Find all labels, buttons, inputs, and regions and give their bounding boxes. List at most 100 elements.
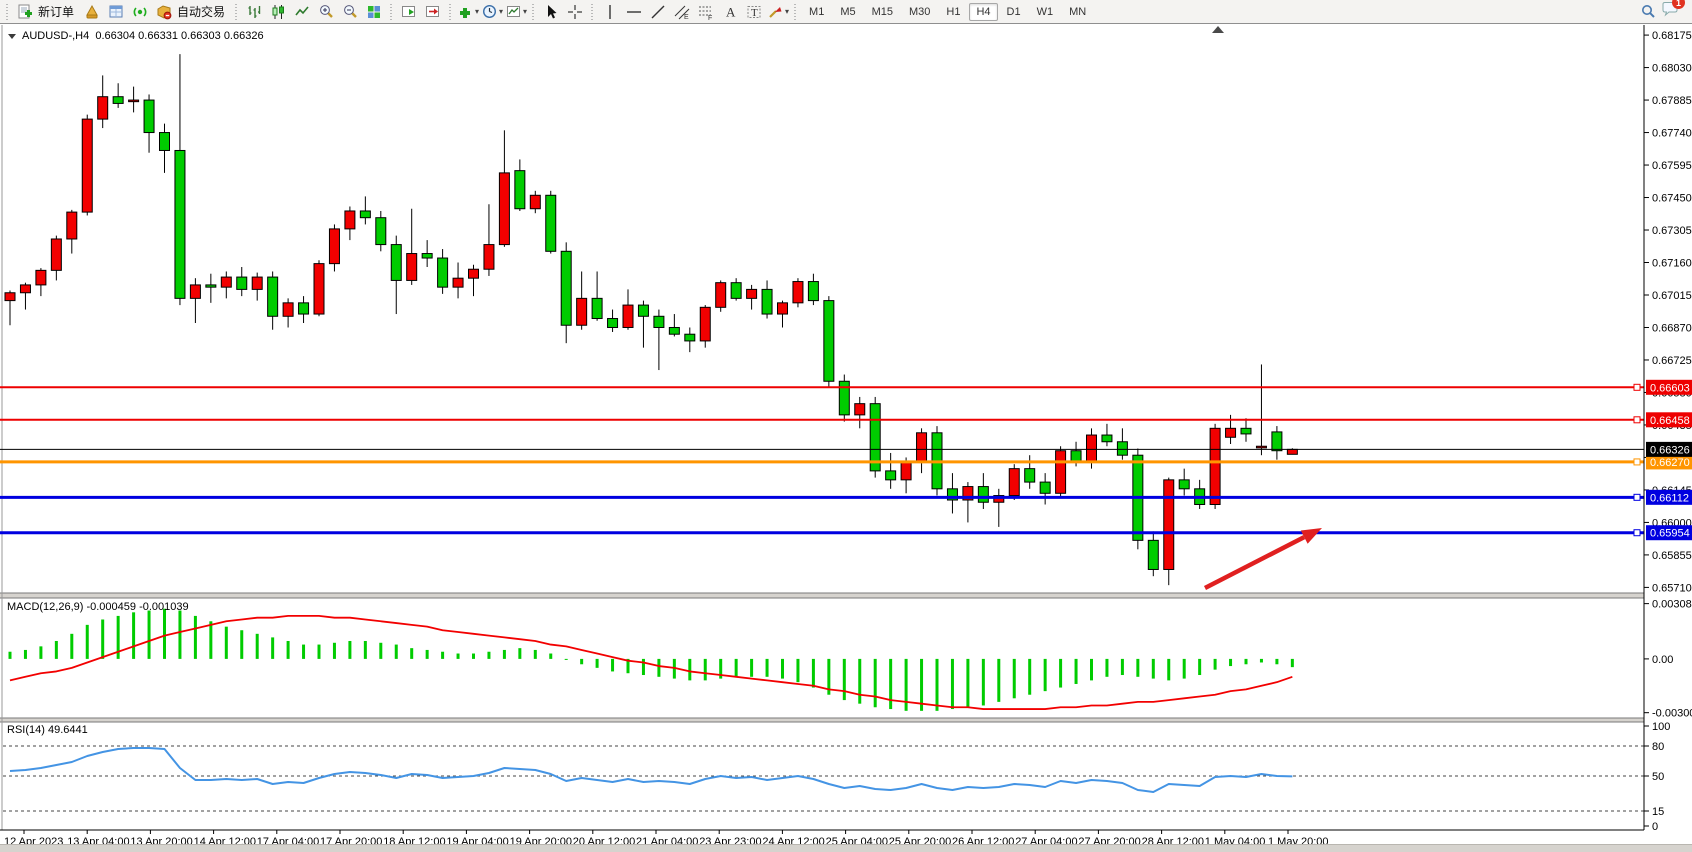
tab-timeframe-w1[interactable]: W1 bbox=[1036, 5, 1054, 18]
price-tag-0.65954: 0.65954 bbox=[1646, 525, 1692, 541]
toolbar-grip[interactable] bbox=[793, 3, 799, 20]
hline-object-0.66603[interactable] bbox=[0, 383, 1644, 391]
text-label-tool-icon[interactable]: T bbox=[742, 1, 766, 23]
arrow-annotation[interactable] bbox=[1203, 528, 1322, 591]
toolbar-grip[interactable] bbox=[234, 3, 240, 20]
periods-clock-button[interactable]: ▾ bbox=[480, 1, 504, 23]
notifications-button[interactable]: 1 bbox=[1660, 0, 1685, 23]
zoom-out-icon[interactable] bbox=[338, 1, 362, 23]
macd-indicator-label: MACD(12,26,9) -0.000459 -0.001039 bbox=[7, 601, 189, 613]
svg-text:F: F bbox=[708, 15, 712, 21]
notification-badge: 1 bbox=[1672, 0, 1685, 9]
chart-shift-marker[interactable] bbox=[1212, 26, 1224, 33]
tab-timeframe-m5[interactable]: M5 bbox=[840, 5, 856, 18]
tab-timeframe-mn[interactable]: MN bbox=[1069, 5, 1087, 18]
hline-object-0.65954[interactable] bbox=[0, 529, 1644, 537]
equidistant-channel-tool-icon[interactable]: E bbox=[670, 1, 694, 23]
toolbar-grip[interactable] bbox=[389, 3, 395, 20]
hline-object-0.66270[interactable] bbox=[0, 458, 1644, 466]
svg-text:0.65710: 0.65710 bbox=[1652, 582, 1692, 594]
svg-text:E: E bbox=[684, 14, 689, 21]
tab-timeframe-m1[interactable]: M1 bbox=[809, 5, 825, 18]
trendline-tool-icon[interactable] bbox=[646, 1, 670, 23]
chart-menu-arrow-icon[interactable] bbox=[8, 33, 16, 39]
svg-text:0.66870: 0.66870 bbox=[1652, 322, 1692, 334]
add-indicator-button[interactable]: ▾ bbox=[456, 1, 480, 23]
toolbar-grip[interactable] bbox=[531, 3, 537, 20]
bar-chart-type-icon[interactable] bbox=[242, 1, 266, 23]
hline-object-0.66458[interactable] bbox=[0, 416, 1644, 424]
signal-broadcast-icon[interactable] bbox=[128, 1, 152, 23]
pane-separator[interactable] bbox=[0, 718, 1644, 722]
tile-windows-icon[interactable] bbox=[362, 1, 386, 23]
auto-trading-label[interactable]: 自动交易 bbox=[177, 5, 226, 19]
price-tag-0.66112: 0.66112 bbox=[1646, 489, 1692, 505]
svg-text:0.67740: 0.67740 bbox=[1652, 128, 1692, 140]
zoom-in-icon[interactable] bbox=[314, 1, 338, 23]
arrows-tool-button[interactable]: ▾ bbox=[766, 1, 790, 23]
line-chart-type-icon[interactable] bbox=[290, 1, 314, 23]
toolbar-grip[interactable] bbox=[5, 3, 10, 20]
horizontal-line-tool-icon[interactable] bbox=[622, 1, 646, 23]
auto-scroll-icon[interactable] bbox=[397, 1, 421, 23]
templates-button[interactable]: ▾ bbox=[504, 1, 528, 23]
chart-symbol: AUDUSD-,H4 bbox=[22, 30, 90, 42]
svg-text:T: T bbox=[751, 7, 758, 19]
chart-shift-icon[interactable] bbox=[421, 1, 445, 23]
tab-timeframe-m15[interactable]: M15 bbox=[871, 5, 893, 18]
tab-timeframe-m30[interactable]: M30 bbox=[909, 5, 931, 18]
rsi-pane bbox=[3, 745, 1644, 812]
hline-object-0.66112[interactable] bbox=[0, 493, 1644, 501]
new-order-label[interactable]: 新订单 bbox=[38, 5, 75, 19]
candles-layer bbox=[4, 54, 1298, 586]
candlestick-chart-type-icon[interactable] bbox=[266, 1, 290, 23]
price-tag-0.66458: 0.66458 bbox=[1646, 412, 1692, 428]
rsi-indicator-label: RSI(14) 49.6441 bbox=[7, 724, 88, 736]
svg-text:0.67450: 0.67450 bbox=[1652, 193, 1692, 205]
tab-timeframe-h4[interactable]: H4 bbox=[969, 2, 998, 21]
svg-text:0.66270: 0.66270 bbox=[1650, 457, 1690, 469]
chart-ohlc: 0.66304 0.66331 0.66303 0.66326 bbox=[95, 30, 264, 42]
svg-text:A: A bbox=[726, 4, 736, 19]
toolbar-grip[interactable] bbox=[448, 3, 454, 20]
dropdown-caret-icon: ▾ bbox=[475, 7, 480, 16]
svg-text:0.66725: 0.66725 bbox=[1652, 355, 1692, 367]
macd-signal-line bbox=[9, 615, 1293, 710]
price-tag-0.66603: 0.66603 bbox=[1646, 379, 1692, 395]
svg-text:0.68030: 0.68030 bbox=[1652, 63, 1692, 75]
chart-title: AUDUSD-,H4 0.66304 0.66331 0.66303 0.663… bbox=[8, 30, 264, 42]
data-window-icon[interactable] bbox=[104, 1, 128, 23]
svg-text:0.65855: 0.65855 bbox=[1652, 550, 1692, 562]
crosshair-tool-icon[interactable] bbox=[563, 1, 587, 23]
dropdown-caret-icon: ▾ bbox=[785, 7, 790, 16]
fibonacci-tool-icon[interactable]: F bbox=[694, 1, 718, 23]
text-tool-icon[interactable]: A bbox=[718, 1, 742, 23]
toolbar-grip[interactable] bbox=[590, 3, 596, 20]
vertical-line-tool-icon[interactable] bbox=[598, 1, 622, 23]
main-toolbar: 新订单 自动交易 ▾ ▾ ▾ bbox=[0, 0, 1692, 24]
svg-text:0.66603: 0.66603 bbox=[1650, 382, 1690, 394]
search-icon[interactable] bbox=[1636, 1, 1660, 23]
svg-text:0.66112: 0.66112 bbox=[1650, 492, 1689, 504]
window-bottom-edge bbox=[0, 844, 1692, 852]
svg-text:0.68175: 0.68175 bbox=[1652, 30, 1692, 42]
svg-text:100: 100 bbox=[1652, 721, 1670, 733]
svg-text:0.003086: 0.003086 bbox=[1652, 599, 1692, 611]
svg-text:50: 50 bbox=[1652, 771, 1664, 783]
svg-text:15: 15 bbox=[1652, 806, 1664, 818]
new-order-button[interactable] bbox=[13, 1, 37, 23]
auto-trading-button[interactable] bbox=[152, 1, 176, 23]
svg-text:-0.003003: -0.003003 bbox=[1652, 708, 1692, 720]
svg-text:80: 80 bbox=[1652, 741, 1664, 753]
cursor-tool-icon[interactable] bbox=[539, 1, 563, 23]
svg-text:0.00: 0.00 bbox=[1652, 654, 1673, 666]
tab-timeframe-d1[interactable]: D1 bbox=[1006, 5, 1021, 18]
macd-pane bbox=[8, 608, 1294, 711]
pane-separator[interactable] bbox=[0, 593, 1644, 598]
market-watch-icon[interactable] bbox=[80, 1, 104, 23]
svg-text:0.66326: 0.66326 bbox=[1650, 444, 1690, 456]
rsi-line bbox=[9, 747, 1293, 793]
tab-timeframe-h1[interactable]: H1 bbox=[946, 5, 961, 18]
